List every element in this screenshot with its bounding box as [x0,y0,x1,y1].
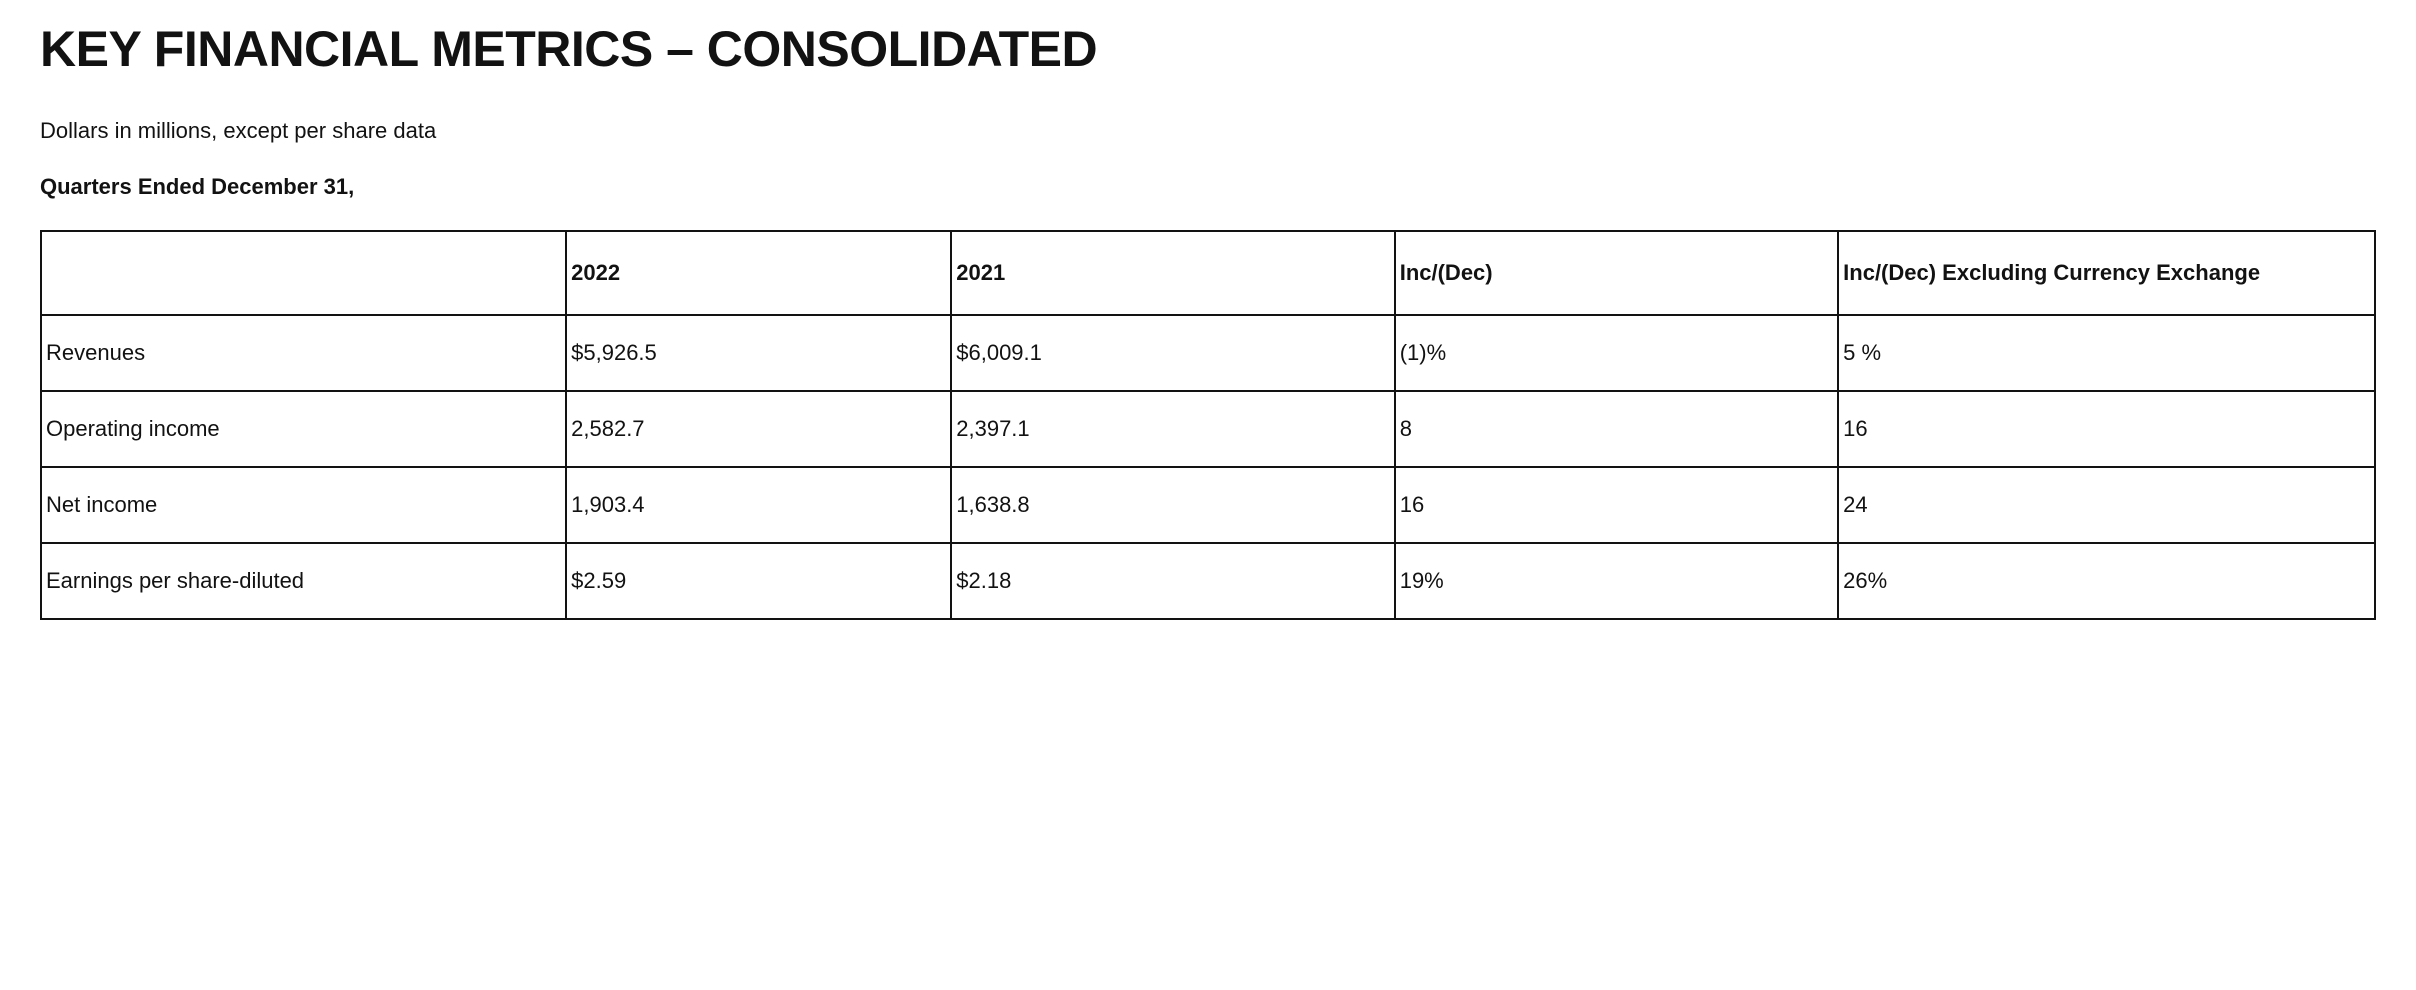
value-2021: $2.18 [951,543,1394,619]
value-2022: 2,582.7 [566,391,951,467]
value-incdec: (1)% [1395,315,1838,391]
table-row: Net income 1,903.4 1,638.8 16 24 [41,467,2375,543]
value-incdec-ex: 24 [1838,467,2375,543]
page-title: KEY FINANCIAL METRICS – CONSOLIDATED [40,20,2376,78]
col-header-incdec: Inc/(Dec) [1395,231,1838,315]
table-row: Revenues $5,926.5 $6,009.1 (1)% 5 % [41,315,2375,391]
value-incdec-ex: 5 % [1838,315,2375,391]
value-2022: 1,903.4 [566,467,951,543]
table-header-row: 2022 2021 Inc/(Dec) Inc/(Dec) Excluding … [41,231,2375,315]
units-subtitle: Dollars in millions, except per share da… [40,118,2376,144]
value-2021: 2,397.1 [951,391,1394,467]
metric-name: Operating income [41,391,566,467]
value-incdec: 16 [1395,467,1838,543]
metric-name: Revenues [41,315,566,391]
value-2021: 1,638.8 [951,467,1394,543]
table-row: Earnings per share-diluted $2.59 $2.18 1… [41,543,2375,619]
metric-name: Earnings per share-diluted [41,543,566,619]
value-2021: $6,009.1 [951,315,1394,391]
value-2022: $2.59 [566,543,951,619]
value-incdec: 8 [1395,391,1838,467]
value-2022: $5,926.5 [566,315,951,391]
value-incdec-ex: 26% [1838,543,2375,619]
col-header-incdec-ex: Inc/(Dec) Excluding Currency Exchange [1838,231,2375,315]
value-incdec-ex: 16 [1838,391,2375,467]
col-header-2022: 2022 [566,231,951,315]
financial-metrics-table: 2022 2021 Inc/(Dec) Inc/(Dec) Excluding … [40,230,2376,620]
period-label: Quarters Ended December 31, [40,174,2376,200]
col-header-metric [41,231,566,315]
metric-name: Net income [41,467,566,543]
value-incdec: 19% [1395,543,1838,619]
table-row: Operating income 2,582.7 2,397.1 8 16 [41,391,2375,467]
col-header-2021: 2021 [951,231,1394,315]
